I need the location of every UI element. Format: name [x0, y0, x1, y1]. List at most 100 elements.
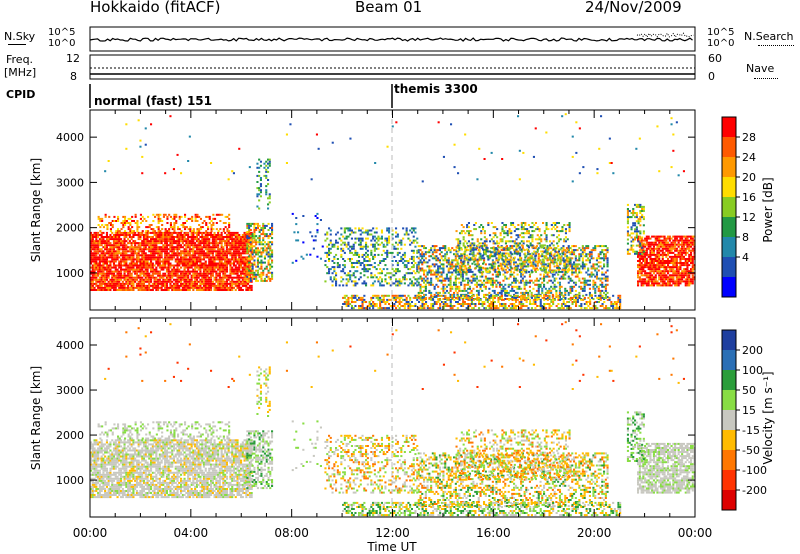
power-cell	[93, 268, 96, 271]
power-cell	[569, 247, 572, 250]
power-cell	[229, 258, 232, 261]
power-cell	[104, 266, 107, 269]
power-cell	[229, 272, 232, 275]
power-cell	[467, 232, 470, 235]
power-cell	[458, 289, 461, 292]
power-cell	[225, 268, 228, 271]
power-cell	[137, 238, 140, 241]
power-cell	[132, 289, 135, 291]
power-cell	[210, 230, 213, 233]
power-cell	[500, 291, 503, 294]
power-cell	[180, 224, 183, 226]
power-cell	[513, 281, 516, 284]
power-cell	[120, 282, 123, 285]
power-cell	[350, 237, 353, 240]
power-cell	[146, 280, 149, 283]
power-cell	[142, 274, 145, 277]
power-cell	[220, 234, 223, 236]
power-cell	[178, 286, 181, 289]
power-cell	[95, 254, 98, 257]
power-cell	[151, 238, 154, 241]
power-cell	[316, 229, 319, 232]
power-cell	[167, 266, 170, 269]
power-cell	[111, 274, 114, 277]
power-cell	[241, 270, 244, 273]
power-cell	[255, 243, 258, 246]
power-cell	[123, 289, 126, 291]
power-cell	[462, 270, 465, 273]
power-cell	[571, 257, 574, 260]
power-cell	[377, 253, 380, 256]
power-cell	[112, 262, 115, 265]
power-cell	[104, 215, 107, 218]
power-cell	[595, 277, 598, 280]
power-cell	[546, 271, 549, 274]
power-cell	[93, 234, 96, 236]
power-cell	[142, 280, 145, 283]
power-cell	[164, 262, 167, 265]
power-cell	[174, 240, 177, 243]
power-cell	[578, 247, 581, 250]
power-cell	[171, 254, 174, 257]
power-cell	[246, 237, 249, 240]
power-cell	[359, 237, 362, 240]
power-cell	[354, 237, 357, 240]
power-cell	[226, 215, 229, 218]
power-cell	[125, 244, 128, 247]
power-cell	[148, 280, 151, 283]
power-cell	[269, 253, 272, 256]
power-cell	[190, 266, 193, 269]
power-cell	[194, 220, 197, 222]
power-cell	[134, 240, 137, 243]
power-cell	[379, 276, 382, 279]
power-cell	[217, 268, 220, 271]
power-cell	[493, 261, 496, 264]
power-cell	[444, 279, 447, 282]
power-cell	[208, 238, 211, 241]
power-cell	[176, 260, 179, 263]
power-cell	[518, 281, 521, 284]
power-cell	[176, 254, 179, 257]
power-cell	[222, 228, 225, 231]
power-cell	[183, 260, 186, 263]
power-cell	[146, 238, 149, 241]
power-cell	[213, 256, 216, 259]
power-cell	[340, 233, 343, 236]
power-cell	[352, 280, 355, 283]
power-cell	[248, 273, 251, 276]
power-cell	[102, 238, 105, 241]
power-cell	[240, 252, 243, 255]
power-cell	[167, 268, 170, 271]
power-cell	[265, 275, 268, 278]
power-cell	[382, 260, 385, 262]
power-cell	[236, 266, 239, 269]
power-cell	[384, 237, 387, 240]
power-cell	[336, 266, 339, 269]
power-cell	[121, 240, 124, 243]
power-cell	[407, 268, 410, 271]
power-cell	[123, 234, 126, 236]
power-cell	[497, 261, 500, 264]
power-cell	[352, 245, 355, 248]
power-cell	[597, 253, 600, 256]
power-cell	[247, 286, 250, 289]
power-cell	[478, 268, 481, 271]
power-cell	[343, 231, 346, 234]
power-cell	[185, 226, 188, 229]
power-cell	[108, 215, 111, 218]
power-cell	[197, 256, 200, 259]
power-cell	[377, 264, 380, 267]
power-cell	[345, 274, 348, 277]
power-cell	[144, 252, 147, 255]
power-cell	[141, 282, 144, 285]
power-cell	[571, 269, 574, 272]
power-cell	[185, 284, 188, 287]
cpid-segment-2: themis 3300	[394, 82, 478, 96]
power-cell	[128, 274, 131, 277]
power-cell	[258, 251, 261, 254]
power-cell	[479, 279, 482, 282]
power-cell	[211, 240, 214, 243]
power-cell	[268, 158, 271, 161]
power-cell	[354, 262, 357, 264]
power-cell	[467, 283, 470, 286]
